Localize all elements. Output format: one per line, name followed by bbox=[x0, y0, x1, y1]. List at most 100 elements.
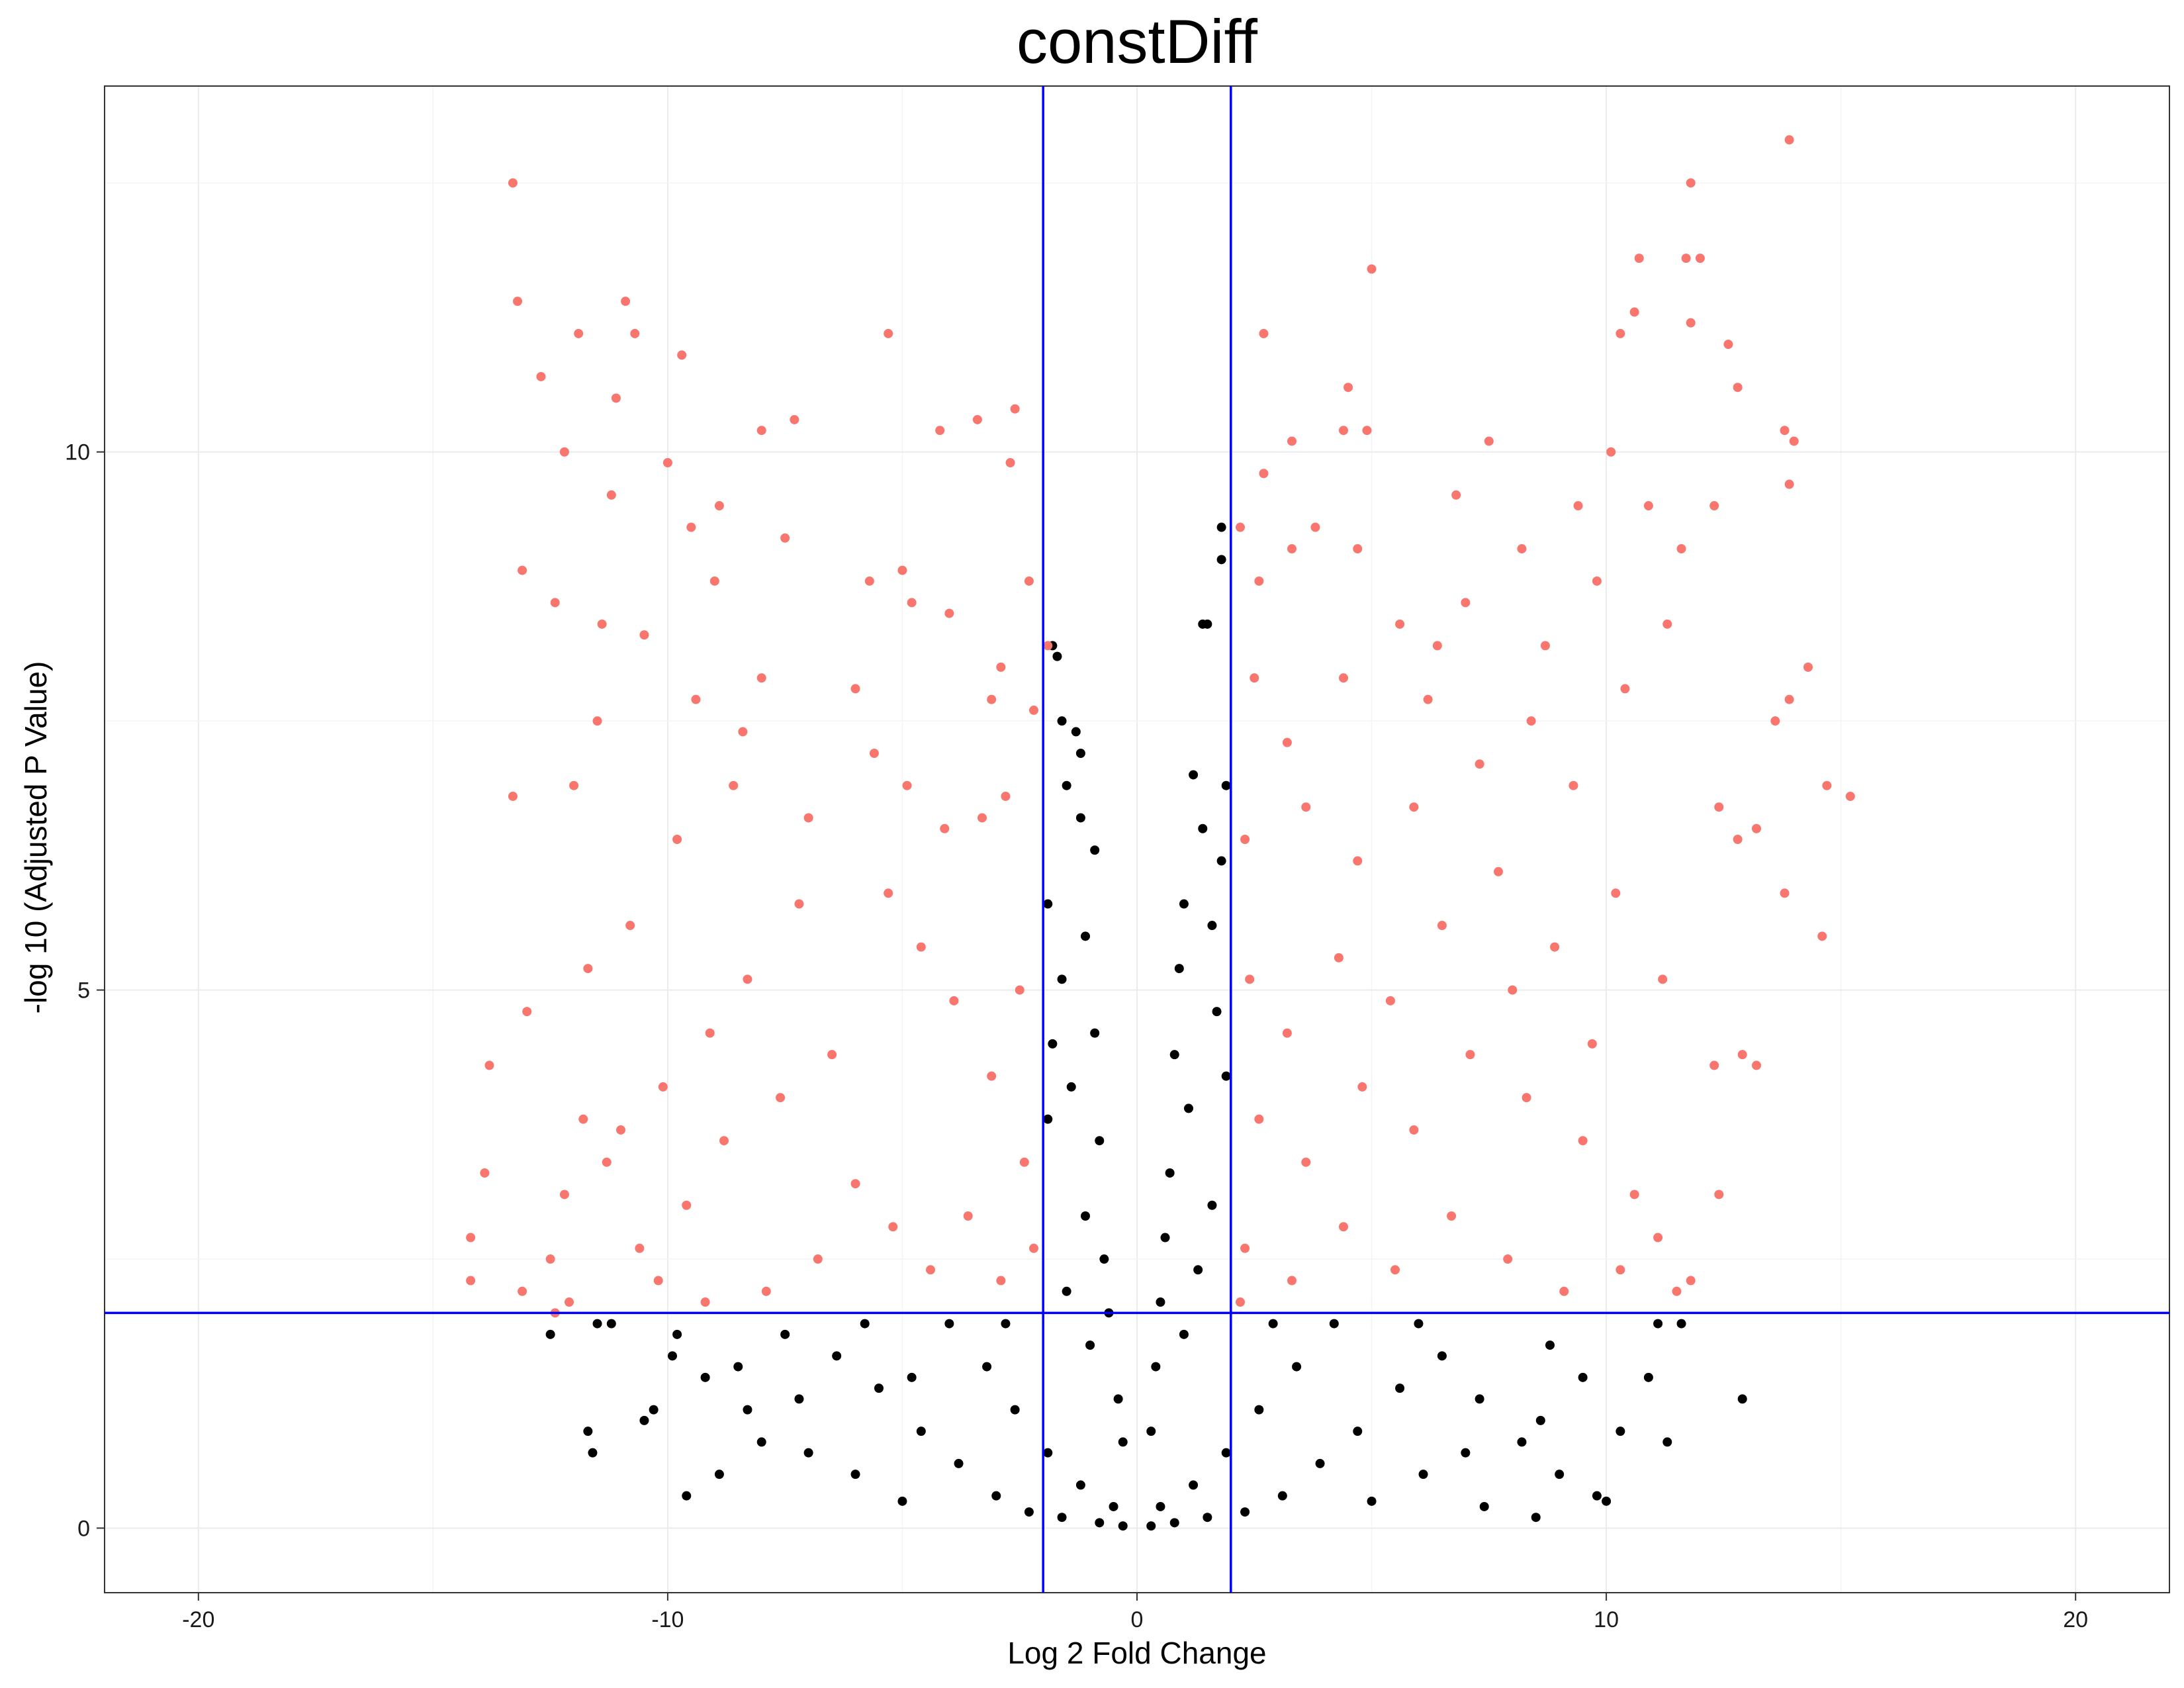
point-significant bbox=[1259, 469, 1269, 479]
point-significant bbox=[776, 1093, 786, 1103]
y-tick-label: 10 bbox=[65, 440, 90, 465]
point-not-significant bbox=[606, 1319, 616, 1329]
point-significant bbox=[996, 662, 1006, 672]
point-significant bbox=[1001, 791, 1011, 801]
point-not-significant bbox=[860, 1319, 870, 1329]
point-significant bbox=[466, 1276, 476, 1286]
point-significant bbox=[1367, 264, 1377, 274]
chart-title: constDiff bbox=[1017, 7, 1258, 76]
point-not-significant bbox=[1001, 1319, 1011, 1329]
point-significant bbox=[803, 813, 813, 823]
point-significant bbox=[677, 350, 687, 360]
point-significant bbox=[1784, 479, 1794, 489]
point-significant bbox=[1409, 1125, 1419, 1135]
point-significant bbox=[916, 942, 926, 952]
point-not-significant bbox=[1535, 1415, 1545, 1425]
point-significant bbox=[518, 1286, 527, 1296]
point-not-significant bbox=[1216, 555, 1226, 565]
point-significant bbox=[987, 1071, 997, 1081]
point-significant bbox=[672, 835, 682, 844]
point-not-significant bbox=[592, 1319, 602, 1329]
point-significant bbox=[639, 630, 649, 640]
point-not-significant bbox=[1099, 1254, 1109, 1264]
y-tick-label: 0 bbox=[77, 1516, 90, 1541]
point-not-significant bbox=[1048, 1039, 1058, 1049]
point-significant bbox=[1301, 802, 1311, 812]
point-not-significant bbox=[1081, 1211, 1090, 1221]
point-not-significant bbox=[794, 1394, 804, 1404]
point-significant bbox=[1611, 888, 1621, 898]
point-not-significant bbox=[1081, 931, 1090, 941]
point-significant bbox=[1709, 1060, 1719, 1070]
point-not-significant bbox=[1216, 522, 1226, 532]
point-significant bbox=[1723, 340, 1733, 350]
point-significant bbox=[1686, 318, 1696, 328]
point-not-significant bbox=[1198, 619, 1208, 629]
point-significant bbox=[1447, 1211, 1457, 1221]
point-not-significant bbox=[1156, 1501, 1165, 1511]
point-significant bbox=[1752, 823, 1761, 833]
point-not-significant bbox=[1160, 1233, 1170, 1243]
point-significant bbox=[616, 1125, 625, 1135]
point-significant bbox=[1503, 1254, 1513, 1264]
point-not-significant bbox=[1057, 1513, 1067, 1523]
point-significant bbox=[569, 780, 579, 790]
point-significant bbox=[1254, 576, 1264, 586]
point-significant bbox=[1695, 254, 1705, 263]
point-significant bbox=[1339, 1222, 1348, 1232]
point-significant bbox=[1357, 1082, 1367, 1092]
point-significant bbox=[1780, 888, 1790, 898]
point-significant bbox=[480, 1168, 490, 1178]
point-not-significant bbox=[1169, 1050, 1179, 1060]
point-significant bbox=[606, 490, 616, 500]
point-significant bbox=[1737, 1050, 1747, 1060]
point-not-significant bbox=[1165, 1168, 1175, 1178]
point-significant bbox=[1390, 1265, 1400, 1275]
point-significant bbox=[897, 565, 907, 575]
point-significant bbox=[583, 964, 593, 974]
point-not-significant bbox=[850, 1470, 860, 1479]
point-significant bbox=[1287, 1276, 1297, 1286]
point-not-significant bbox=[1737, 1394, 1747, 1404]
point-significant bbox=[850, 1179, 860, 1189]
point-significant bbox=[1465, 1050, 1475, 1060]
point-significant bbox=[1461, 598, 1471, 608]
point-significant bbox=[1784, 694, 1794, 704]
point-not-significant bbox=[583, 1427, 593, 1436]
point-not-significant bbox=[1578, 1372, 1588, 1382]
point-significant bbox=[682, 1200, 692, 1210]
point-significant bbox=[700, 1297, 710, 1307]
y-axis-title: -log 10 (Adjusted P Value) bbox=[19, 661, 53, 1014]
point-significant bbox=[662, 458, 672, 467]
y-tick-label: 5 bbox=[77, 978, 90, 1004]
point-significant bbox=[1550, 942, 1560, 952]
point-significant bbox=[658, 1082, 668, 1092]
point-significant bbox=[738, 727, 748, 737]
point-significant bbox=[888, 1222, 898, 1232]
point-significant bbox=[864, 576, 874, 586]
point-not-significant bbox=[1043, 1114, 1053, 1124]
point-significant bbox=[625, 921, 635, 931]
point-significant bbox=[508, 178, 518, 188]
point-significant bbox=[902, 780, 912, 790]
point-not-significant bbox=[1653, 1319, 1663, 1329]
point-not-significant bbox=[1193, 1265, 1203, 1275]
point-significant bbox=[1353, 544, 1363, 554]
point-not-significant bbox=[954, 1458, 964, 1468]
point-not-significant bbox=[1085, 1340, 1095, 1350]
point-significant bbox=[653, 1276, 663, 1286]
point-significant bbox=[1634, 254, 1644, 263]
point-not-significant bbox=[1184, 1103, 1193, 1113]
point-significant bbox=[1310, 522, 1320, 532]
point-significant bbox=[1005, 458, 1015, 467]
point-significant bbox=[1770, 716, 1780, 726]
point-significant bbox=[1620, 684, 1630, 694]
point-significant bbox=[1822, 780, 1832, 790]
point-not-significant bbox=[1118, 1437, 1128, 1447]
point-significant bbox=[559, 1190, 569, 1199]
point-not-significant bbox=[1395, 1383, 1405, 1393]
grid-lines bbox=[105, 86, 2169, 1593]
point-not-significant bbox=[1292, 1362, 1302, 1372]
point-not-significant bbox=[803, 1448, 813, 1458]
